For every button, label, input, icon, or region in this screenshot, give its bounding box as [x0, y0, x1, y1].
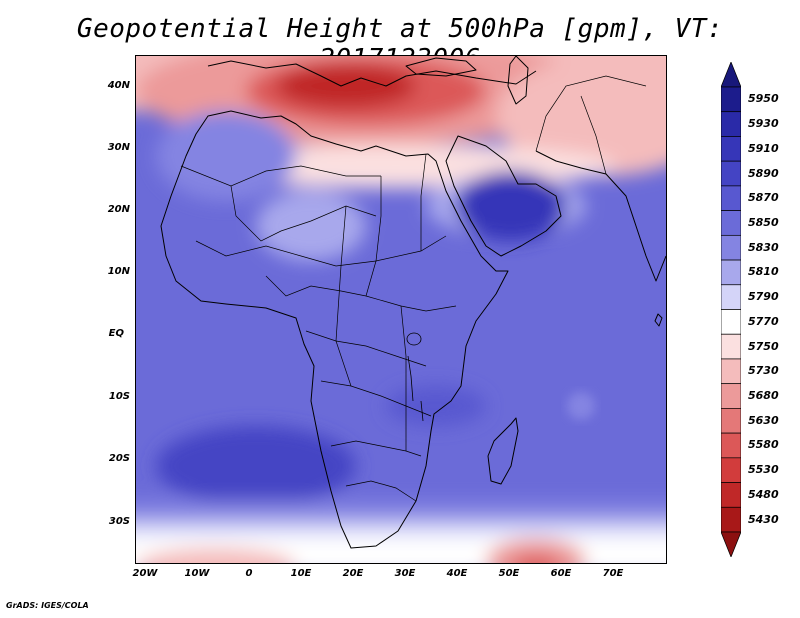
border-chad-congo [335, 205, 352, 387]
field-south-warm-west [137, 548, 295, 563]
field-south-africa-high [386, 386, 486, 426]
colorbar-box-5680 [721, 383, 741, 409]
colorbar-box-5580 [721, 432, 741, 459]
colorbar-label-5730: 5730 [748, 364, 779, 378]
colorbar-box-5850 [721, 210, 741, 236]
border-east-central [400, 305, 407, 451]
lon-label-10e: 10E [290, 568, 312, 579]
black-sea-coast [405, 57, 477, 77]
colorbar-box-5910 [721, 136, 741, 162]
colorbar-top-arrow [721, 62, 741, 88]
lon-label-20w: 20W [132, 568, 158, 579]
colorbar-label-5630: 5630 [748, 413, 779, 427]
lake-victoria [406, 332, 422, 346]
colorbar-label-5790: 5790 [748, 290, 779, 304]
colorbar-box-5870 [721, 185, 741, 211]
height-field [136, 56, 666, 563]
lat-label-20s: 20S [108, 453, 130, 464]
lat-label-30n: 30N [107, 142, 130, 153]
colorbar-label-5810: 5810 [748, 265, 779, 279]
colorbar-label-5930: 5930 [748, 117, 779, 131]
border-libya-egypt [365, 176, 382, 297]
field-sahara-pale [256, 191, 366, 261]
madagascar-coast [487, 417, 519, 485]
colorbar-box-5630 [721, 408, 741, 434]
border-north-africa [180, 165, 381, 187]
colorbar-label-5430: 5430 [748, 512, 779, 526]
lon-label-30e: 30E [394, 568, 416, 579]
colorbar-label-5680: 5680 [748, 389, 779, 403]
colorbar-label-5830: 5830 [748, 240, 779, 254]
lon-label-60e: 60E [550, 568, 572, 579]
border-southern-africa [345, 480, 417, 502]
lon-label-40e: 40E [446, 568, 468, 579]
colorbar-label-5870: 5870 [748, 191, 779, 205]
colorbar-box-5730 [721, 358, 741, 385]
lakes [406, 332, 424, 422]
colorbar-box-5890 [721, 160, 741, 187]
colorbar-box-5750 [721, 333, 741, 360]
border-pakistan [580, 95, 607, 175]
field-north-min [276, 64, 416, 108]
colorbar-box-5480 [721, 482, 741, 508]
africa-coast [160, 110, 509, 549]
border-south-central [320, 380, 432, 417]
lon-label-70e: 70E [602, 568, 624, 579]
colorbar-box-5950 [721, 86, 741, 113]
border-central-north [265, 275, 457, 312]
colorbar-box-5770 [721, 309, 741, 335]
sri-lanka-coast [654, 313, 663, 327]
colorbar [721, 62, 741, 557]
field-south-atlantic-high [156, 426, 356, 506]
lat-label-20n: 20N [107, 204, 130, 215]
colorbar-label-5890: 5890 [748, 166, 779, 180]
field-indian-ocean-spot [567, 392, 595, 420]
colorbar-label-5580: 5580 [748, 438, 779, 452]
field-west-blue [156, 111, 296, 201]
coastlines [160, 56, 666, 549]
border-south [330, 440, 422, 457]
lon-label-20e: 20E [342, 568, 364, 579]
field-northeast-warm [496, 56, 666, 176]
colorbar-box-5830 [721, 234, 741, 261]
europe-coast [207, 60, 537, 87]
colorbar-box-5810 [721, 259, 741, 286]
map-svg [136, 56, 666, 563]
south-asia-coast [535, 150, 666, 282]
colorbar-label-5910: 5910 [748, 141, 779, 155]
lat-label-10s: 10S [108, 391, 130, 402]
border-iran [535, 75, 647, 152]
colorbar-bottom-arrow [721, 531, 741, 557]
colorbar-label-5950: 5950 [748, 92, 779, 106]
colorbar-box-5430 [721, 506, 741, 533]
border-egypt-sudan [420, 153, 427, 251]
arabia-coast [445, 135, 562, 257]
colorbar-label-5530: 5530 [748, 463, 779, 477]
lat-label-eq: EQ [108, 328, 124, 339]
colorbar-label-5850: 5850 [748, 215, 779, 229]
footer-credit: GrADS: IGES/COLA [6, 601, 89, 610]
lake-malawi [420, 400, 424, 422]
colorbar-box-5930 [721, 111, 741, 137]
lake-tanganyika [407, 355, 414, 402]
lat-label-40n: 40N [107, 80, 130, 91]
field-south-warm-east [486, 539, 586, 563]
lon-label-10w: 10W [184, 568, 210, 579]
lon-label-0: 0 [245, 568, 253, 579]
colorbar-box-5790 [721, 284, 741, 310]
field-arabia-high [456, 171, 566, 241]
colorbar-label-5770: 5770 [748, 314, 779, 328]
country-borders [180, 75, 647, 502]
colorbar-box-5530 [721, 457, 741, 483]
colorbar-label-5480: 5480 [748, 487, 779, 501]
lon-label-50e: 50E [498, 568, 520, 579]
border-sahel [195, 235, 447, 267]
lat-label-10n: 10N [107, 266, 130, 277]
map-panel [135, 55, 667, 564]
caspian-coast [507, 56, 529, 105]
field-south-warm-core [512, 556, 560, 563]
colorbar-label-5750: 5750 [748, 339, 779, 353]
lat-label-30s: 30S [108, 516, 130, 527]
